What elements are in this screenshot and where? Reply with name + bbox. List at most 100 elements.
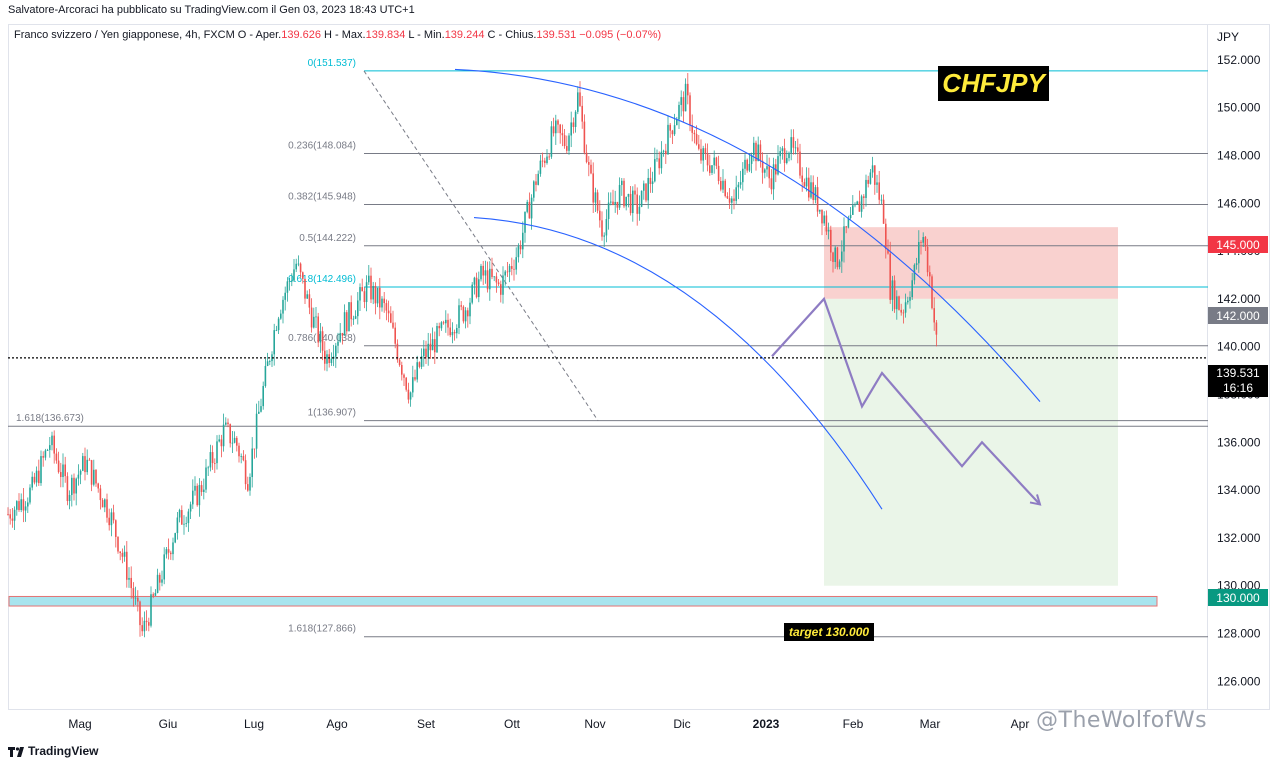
candle-body: [236, 437, 238, 446]
candle-body: [249, 477, 251, 491]
candle-body: [720, 180, 722, 190]
candle-body: [915, 263, 918, 265]
y-tick-label: 134.000: [1217, 483, 1261, 497]
candle-body: [907, 300, 909, 303]
candle-body: [420, 356, 423, 367]
candle-body: [878, 182, 880, 200]
candle-body: [163, 554, 165, 580]
fib-level-label: 0.618(142.496): [288, 274, 356, 285]
candle-body: [469, 302, 471, 317]
candle-body: [75, 478, 77, 494]
candle-body: [484, 270, 487, 276]
candle-body: [16, 501, 18, 510]
candle-body: [603, 235, 605, 237]
candle-body: [808, 177, 810, 198]
candle-body: [330, 358, 333, 364]
candle-body: [341, 333, 344, 336]
candle-body: [418, 362, 421, 367]
candle-body: [497, 282, 500, 285]
candle-body: [286, 281, 289, 293]
candle-body: [247, 484, 249, 491]
candle-body: [200, 485, 203, 493]
candle-body: [154, 592, 157, 596]
candle-body: [339, 333, 341, 342]
candle-body: [786, 158, 788, 163]
candle-body: [810, 182, 812, 198]
candle-body: [22, 499, 25, 511]
current-price-tag: 139.531 16:16: [1208, 365, 1268, 397]
candle-body: [222, 424, 225, 447]
candle-body: [647, 177, 649, 201]
candle-body: [689, 95, 691, 126]
tradingview-logo[interactable]: TradingView: [8, 744, 98, 758]
candle-body: [170, 552, 172, 555]
candle-body: [194, 485, 196, 491]
candle-body: [735, 187, 737, 201]
candle-body: [260, 406, 262, 412]
candle-body: [214, 463, 216, 464]
candle-body: [451, 332, 454, 336]
candle-body: [291, 280, 293, 282]
upper-arc: [454, 68, 1041, 403]
candle-body: [429, 343, 432, 351]
candle-body: [889, 253, 891, 300]
candle-body: [280, 313, 282, 319]
candle-body: [590, 164, 592, 174]
candle-body: [363, 291, 366, 303]
candle-body: [772, 164, 775, 190]
candle-body: [781, 148, 784, 152]
candle-body: [715, 157, 718, 166]
candle-body: [726, 196, 729, 199]
plot-area[interactable]: [8, 24, 1208, 710]
candle-body: [119, 551, 121, 554]
candle-body: [841, 251, 843, 262]
candle-body: [416, 362, 418, 380]
candle-body: [141, 625, 143, 632]
candle-body: [612, 201, 614, 206]
candle-body: [185, 523, 187, 524]
candle-body: [211, 452, 214, 464]
candle-body: [438, 325, 440, 329]
candle-body: [319, 331, 322, 343]
candle-body: [893, 280, 896, 310]
candle-body: [660, 151, 663, 169]
candle-body: [858, 201, 861, 212]
candle-body: [847, 218, 850, 228]
candle-body: [544, 160, 546, 163]
stop-price-tag: 145.000: [1208, 236, 1268, 253]
candle-body: [702, 148, 704, 161]
candle-body: [526, 201, 528, 212]
candle-body: [552, 126, 555, 134]
candle-body: [310, 307, 313, 328]
candle-body: [568, 135, 570, 151]
candle-body: [585, 152, 588, 163]
candle-body: [71, 477, 73, 496]
support-zone: [8, 595, 1158, 607]
candle-body: [462, 306, 465, 322]
candle-body: [205, 467, 207, 490]
candle-body: [863, 196, 865, 198]
candle-body: [357, 300, 359, 317]
candle-body: [376, 287, 379, 304]
candle-body: [240, 456, 242, 457]
candle-body: [783, 148, 786, 163]
candle-body: [277, 318, 280, 331]
candle-body: [530, 197, 533, 219]
candle-body: [869, 172, 872, 184]
candle-body: [288, 280, 291, 282]
candle-body: [227, 422, 229, 425]
candle-body: [570, 122, 572, 136]
candle-body: [680, 97, 682, 105]
candle-body: [33, 476, 36, 483]
candle-body: [20, 499, 22, 511]
candle-body: [687, 83, 689, 96]
candle-body: [574, 111, 577, 127]
candle-body: [933, 308, 935, 323]
candle-body: [792, 137, 795, 148]
candle-body: [218, 439, 220, 442]
candle-body: [161, 579, 163, 583]
candle-body: [559, 124, 561, 134]
candle-body: [528, 201, 531, 219]
fib-level-label: 0(151.537): [308, 58, 356, 69]
